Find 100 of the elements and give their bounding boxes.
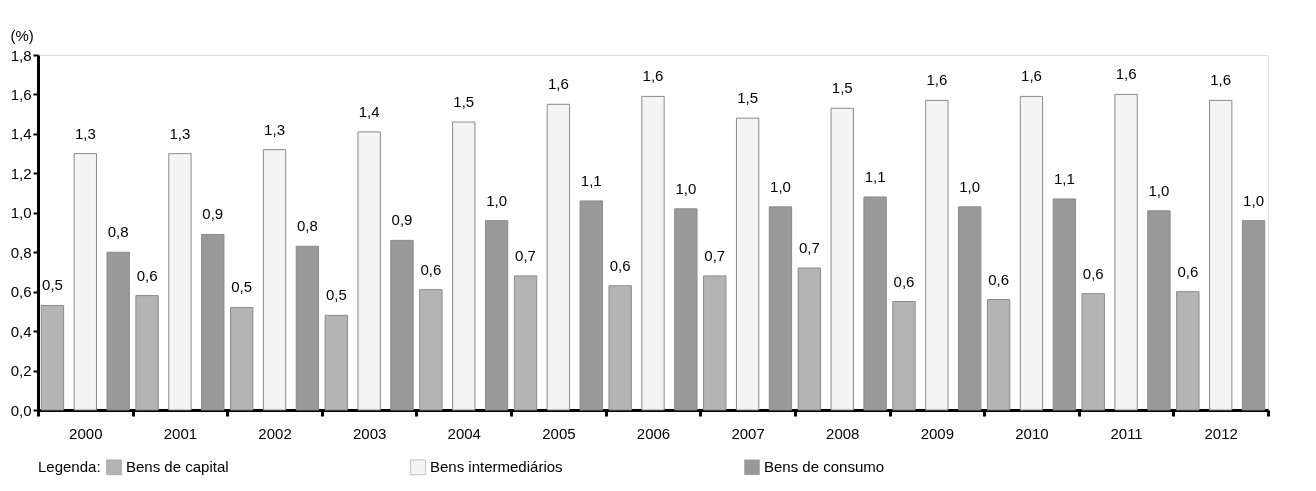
- data-label: 1,5: [737, 89, 759, 107]
- bar: [1147, 210, 1171, 411]
- bar: [106, 251, 130, 411]
- data-label: 1,5: [831, 79, 853, 97]
- bar: [168, 153, 192, 411]
- bar: [830, 107, 854, 411]
- x-tick-label: 2002: [258, 424, 292, 442]
- x-tick-label: 2012: [1204, 424, 1238, 442]
- x-tick-label: 2009: [920, 424, 955, 442]
- bar: [230, 306, 254, 411]
- data-label: 1,0: [486, 191, 508, 209]
- bar: [201, 233, 225, 411]
- data-label: 1,0: [770, 177, 791, 195]
- y-tick-label: 1,2: [10, 164, 32, 182]
- bar: [419, 289, 443, 411]
- bar: [892, 301, 916, 411]
- data-label: 0,9: [202, 205, 224, 223]
- y-tick-label: 0,6: [10, 283, 32, 301]
- bar: [262, 149, 287, 411]
- data-label: 0,6: [420, 260, 442, 278]
- legend-label: Bens intermediários: [430, 458, 563, 476]
- bar: [40, 304, 65, 411]
- bar: [452, 121, 476, 411]
- bar: [703, 275, 727, 411]
- data-label: 0,7: [704, 246, 726, 264]
- bar: [735, 117, 760, 411]
- data-label: 0,8: [296, 217, 318, 235]
- x-tick-label: 2010: [1015, 424, 1049, 442]
- bar: [546, 103, 571, 411]
- bar: [1241, 220, 1266, 411]
- data-label: 1,6: [642, 67, 664, 85]
- bar: [1019, 95, 1044, 411]
- bar: [925, 99, 949, 411]
- data-label: 1,1: [864, 168, 886, 185]
- data-label: 1,1: [580, 171, 602, 189]
- data-label: 1,6: [926, 71, 948, 89]
- data-label: 1,0: [959, 177, 981, 195]
- data-label: 1,1: [1053, 169, 1075, 187]
- legend-title: Legenda:: [38, 458, 101, 475]
- y-tick-label: 1,0: [10, 204, 32, 222]
- data-label: 1,3: [169, 124, 191, 142]
- y-tick-label: 1,8: [10, 46, 32, 64]
- x-tick-label: 2006: [636, 424, 671, 442]
- bar: [484, 220, 509, 411]
- data-label: 1,5: [453, 93, 475, 111]
- data-label: 1,6: [1210, 71, 1232, 89]
- bar: [863, 196, 887, 411]
- bar: [135, 295, 159, 411]
- legend-label: Bens de consumo: [764, 458, 885, 476]
- x-tick-label: 2005: [542, 424, 576, 442]
- data-label: 0,5: [325, 286, 347, 304]
- data-label: 1,0: [1243, 191, 1264, 209]
- data-label: 1,4: [358, 102, 380, 120]
- bar: [579, 200, 603, 411]
- bar: [958, 206, 982, 411]
- data-label: 0,6: [988, 270, 1010, 288]
- x-tick-label: 2003: [352, 424, 387, 442]
- bar: [324, 314, 348, 411]
- data-label: 1,6: [1021, 67, 1042, 85]
- x-tick-label: 2004: [447, 424, 481, 442]
- bar: [608, 285, 632, 411]
- data-label: 1,3: [264, 120, 285, 138]
- data-label: 0,9: [391, 211, 413, 229]
- legend-label: Bens de capital: [126, 458, 229, 476]
- data-label: 0,6: [1082, 264, 1104, 282]
- y-tick-label: 0,4: [10, 322, 32, 340]
- bar: [797, 267, 822, 411]
- x-tick-label: 2001: [163, 424, 198, 442]
- bar: [1114, 93, 1138, 411]
- data-label: 1,6: [547, 75, 569, 93]
- bar: [1209, 99, 1233, 411]
- data-label: 0,7: [798, 239, 820, 256]
- data-label: 1,0: [675, 179, 697, 197]
- bar: [641, 95, 665, 411]
- data-label: 0,8: [107, 223, 129, 241]
- x-tick-label: 2007: [731, 424, 765, 442]
- bar: [513, 275, 538, 411]
- bar: [357, 131, 381, 411]
- x-tick-label: 2011: [1110, 424, 1143, 442]
- bar: [73, 153, 97, 411]
- data-label: 0,5: [231, 278, 253, 296]
- bar: [1052, 198, 1076, 411]
- bar: [768, 206, 793, 411]
- bar: [1081, 293, 1105, 411]
- data-label: 0,5: [42, 276, 63, 294]
- data-label: 0,6: [893, 272, 915, 290]
- x-tick-label: 2008: [826, 424, 860, 442]
- x-tick-label: 2000: [69, 424, 103, 442]
- data-label: 0,7: [515, 246, 536, 264]
- data-label: 0,6: [136, 266, 158, 284]
- data-label: 1,6: [1115, 65, 1137, 83]
- data-label: 0,6: [609, 256, 631, 274]
- bar: [390, 239, 414, 411]
- y-tick-label: 1,4: [10, 125, 32, 143]
- bar: [674, 208, 698, 411]
- data-label: 0,6: [1177, 262, 1199, 280]
- y-tick-label: 0,2: [10, 362, 32, 380]
- y-tick-label: 1,6: [10, 85, 32, 103]
- y-tick-label: 0,8: [10, 243, 32, 261]
- bar: [986, 299, 1011, 411]
